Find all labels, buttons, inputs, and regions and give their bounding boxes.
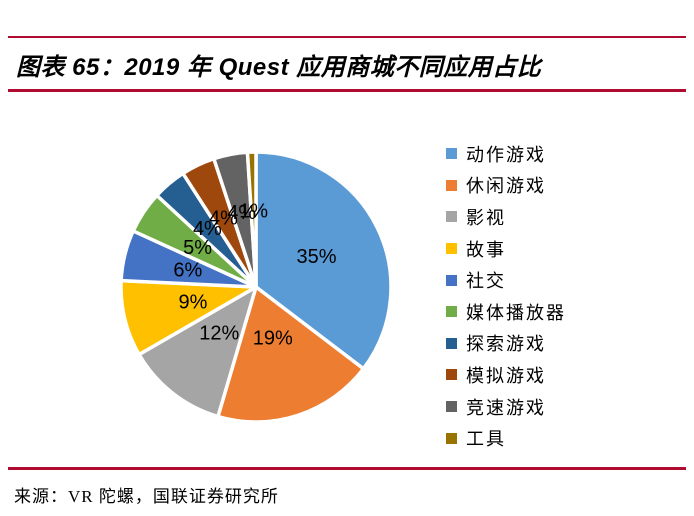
source-note: 来源：VR 陀螺，国联证券研究所 bbox=[14, 487, 279, 506]
legend-swatch bbox=[446, 369, 457, 381]
legend-swatch bbox=[446, 211, 457, 223]
legend-swatch bbox=[446, 401, 457, 413]
legend-item: 竞速游戏 bbox=[446, 391, 566, 423]
title-divider-rule bbox=[8, 89, 686, 92]
legend-label: 影视 bbox=[466, 207, 506, 228]
legend-item: 故事 bbox=[446, 233, 566, 265]
legend-swatch bbox=[446, 274, 457, 286]
legend-swatch bbox=[446, 148, 457, 160]
legend-item: 媒体播放器 bbox=[446, 296, 566, 328]
pie-slice bbox=[216, 285, 366, 424]
legend-label: 模拟游戏 bbox=[466, 365, 546, 386]
pie-slice bbox=[137, 285, 258, 419]
pie-slice-label: 6% bbox=[173, 259, 202, 281]
pie-slice-label: 4% bbox=[193, 218, 222, 240]
legend-item: 工具 bbox=[446, 422, 566, 454]
pie-slice-label: 19% bbox=[253, 327, 293, 349]
legend-label: 动作游戏 bbox=[466, 144, 546, 165]
page-title: 图表 65：2019 年 Quest 应用商城不同应用占比 bbox=[16, 54, 542, 81]
pie-slice-label: 4% bbox=[227, 202, 256, 224]
legend-swatch bbox=[446, 179, 457, 191]
legend-swatch bbox=[446, 243, 457, 255]
pie-slice-label: 9% bbox=[179, 291, 208, 313]
legend-item: 模拟游戏 bbox=[446, 359, 566, 391]
legend-label: 社交 bbox=[466, 271, 506, 292]
legend-item: 社交 bbox=[446, 264, 566, 296]
pie-slice bbox=[245, 150, 258, 289]
legend-swatch bbox=[446, 337, 457, 349]
pie-slice-label: 1% bbox=[239, 200, 268, 222]
legend-swatch bbox=[446, 432, 457, 444]
pie-slice-label: 12% bbox=[199, 323, 239, 345]
legend-label: 故事 bbox=[466, 239, 506, 260]
legend-item: 影视 bbox=[446, 201, 566, 233]
legend-item: 探索游戏 bbox=[446, 328, 566, 360]
pie-slice-label: 4% bbox=[209, 208, 238, 230]
pie-slice-label: 35% bbox=[296, 246, 336, 268]
bottom-rule bbox=[8, 467, 686, 470]
legend-swatch bbox=[446, 306, 457, 318]
legend-label: 竞速游戏 bbox=[466, 397, 546, 418]
legend-item: 动作游戏 bbox=[446, 138, 566, 170]
legend: 动作游戏休闲游戏影视故事社交媒体播放器探索游戏模拟游戏竞速游戏工具 bbox=[446, 138, 566, 454]
legend-label: 媒体播放器 bbox=[466, 302, 566, 323]
legend-label: 工具 bbox=[466, 429, 506, 450]
legend-item: 休闲游戏 bbox=[446, 170, 566, 202]
pie-slice-label: 5% bbox=[183, 237, 212, 259]
pie-slice bbox=[254, 150, 393, 371]
legend-label: 探索游戏 bbox=[466, 334, 546, 355]
top-rule bbox=[8, 36, 686, 38]
legend-label: 休闲游戏 bbox=[466, 176, 546, 197]
